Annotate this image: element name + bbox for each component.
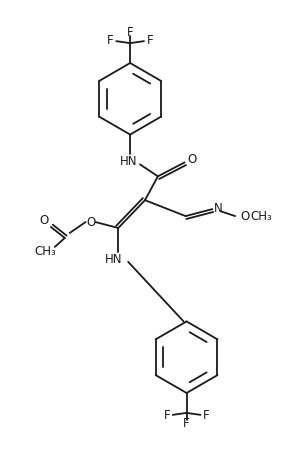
Text: CH₃: CH₃ [250,210,272,223]
Text: F: F [203,409,210,422]
Text: O: O [39,213,49,227]
Text: F: F [107,33,114,47]
Text: HN: HN [105,253,122,266]
Text: O: O [187,153,196,166]
Text: N: N [214,202,223,215]
Text: F: F [127,26,133,38]
Text: HN: HN [120,155,137,168]
Text: F: F [147,33,153,47]
Text: F: F [183,417,190,431]
Text: F: F [164,409,170,422]
Text: O: O [86,216,95,229]
Text: O: O [240,210,249,223]
Text: CH₃: CH₃ [34,245,56,258]
